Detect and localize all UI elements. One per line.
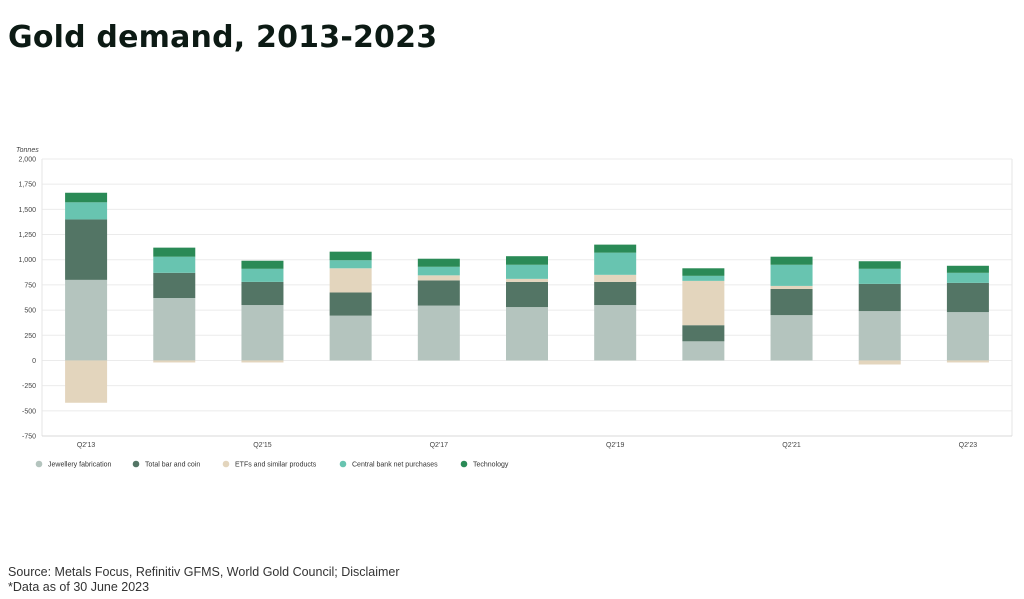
source-note: Source: Metals Focus, Refinitiv GFMS, Wo… [8, 565, 400, 595]
bar-segment-total-bar-and-coin [946, 282, 989, 313]
bar-segment-jewellery-fabrication [858, 311, 901, 361]
bars [65, 192, 989, 403]
bar-segment-etfs-and-similar-products [329, 268, 372, 293]
bar-segment-etfs-and-similar-products [946, 360, 989, 363]
y-tick-label: 750 [24, 282, 36, 289]
y-tick-label: -500 [22, 408, 36, 415]
legend-label: Technology [473, 462, 509, 469]
x-tick-label: Q2'17 [430, 442, 449, 449]
y-tick-label: -750 [22, 434, 36, 441]
legend: Jewellery fabrication Total bar and coin E… [35, 460, 509, 469]
bar-segment-jewellery-fabrication [770, 315, 813, 361]
y-tick-label: 500 [24, 308, 36, 315]
legend-label: ETFs and similar products [235, 462, 317, 469]
bar-segment-central-bank-net-purchases [506, 264, 548, 279]
y-tick-label: 1,250 [18, 232, 36, 239]
bar-segment-central-bank-net-purchases [417, 266, 460, 276]
bar-segment-technology [682, 268, 725, 276]
bar-segment-etfs-and-similar-products [65, 360, 108, 403]
bar-segment-etfs-and-similar-products [241, 360, 284, 363]
bar-segment-jewellery-fabrication [506, 307, 548, 361]
legend-label: Total bar and coin [145, 462, 200, 469]
x-tick-label: Q2'15 [253, 442, 272, 449]
bar-segment-jewellery-fabrication [946, 312, 989, 361]
bar-segment-total-bar-and-coin [153, 272, 196, 299]
legend-swatch [35, 460, 43, 468]
bar-segment-etfs-and-similar-products [858, 360, 901, 365]
x-tick-label: Q2'13 [77, 442, 96, 449]
bar-segment-central-bank-net-purchases [858, 268, 901, 284]
bar-segment-etfs-and-similar-products [153, 360, 196, 363]
bar-segment-central-bank-net-purchases [329, 260, 372, 269]
legend-swatch [222, 460, 230, 468]
bar-segment-etfs-and-similar-products [506, 278, 548, 282]
bar-segment-jewellery-fabrication [329, 315, 372, 361]
bar-segment-technology [329, 251, 372, 261]
bar-segment-total-bar-and-coin [770, 288, 813, 316]
bar-segment-central-bank-net-purchases [241, 268, 284, 282]
y-tick-label: 1,000 [18, 257, 36, 264]
bar-segment-total-bar-and-coin [417, 280, 460, 306]
bar-segment-total-bar-and-coin [858, 283, 901, 312]
bar-segment-central-bank-net-purchases [594, 252, 637, 275]
axes: -750 -500 -250 0 250 500 750 1,000 1,250 1,500 1,7… [16, 147, 977, 449]
bar-segment-technology [770, 256, 813, 265]
bar-segment-technology [594, 244, 637, 253]
legend-label: Central bank net purchases [352, 462, 438, 469]
bar-segment-jewellery-fabrication [241, 305, 284, 361]
x-tick-label: Q2'21 [782, 442, 801, 449]
bar-segment-jewellery-fabrication [682, 341, 725, 361]
bar-segment-total-bar-and-coin [682, 325, 725, 342]
bar-segment-total-bar-and-coin [241, 281, 284, 306]
bar-segment-etfs-and-similar-products [417, 275, 460, 281]
y-unit-label: Tonnes [16, 147, 39, 154]
bar-segment-technology [946, 265, 989, 273]
bar-segment-jewellery-fabrication [417, 305, 460, 361]
bar-segment-technology [241, 260, 284, 269]
bar-segment-technology [153, 247, 196, 257]
x-tick-label: Q2'23 [959, 442, 978, 449]
bar-segment-etfs-and-similar-products [770, 285, 813, 289]
bar-segment-central-bank-net-purchases [682, 275, 725, 281]
bar-segment-technology [65, 192, 108, 203]
y-tick-label: 1,750 [18, 182, 36, 189]
y-tick-label: -250 [22, 383, 36, 390]
y-tick-label: 2,000 [18, 157, 36, 164]
bar-segment-etfs-and-similar-products [594, 274, 637, 282]
legend-swatch [460, 460, 468, 468]
bar-segment-total-bar-and-coin [506, 281, 548, 308]
bar-segment-technology [858, 261, 901, 269]
chart-title: Gold demand, 2013-2023 [8, 20, 438, 55]
bar-segment-jewellery-fabrication [65, 279, 108, 361]
bar-segment-central-bank-net-purchases [65, 202, 108, 220]
legend-swatch [132, 460, 140, 468]
bar-segment-jewellery-fabrication [594, 305, 637, 361]
x-tick-label: Q2'19 [606, 442, 625, 449]
bar-segment-central-bank-net-purchases [770, 264, 813, 286]
bar-segment-total-bar-and-coin [329, 292, 372, 316]
bar-segment-technology [506, 256, 548, 265]
bar-segment-etfs-and-similar-products [682, 280, 725, 326]
y-tick-label: 250 [24, 333, 36, 340]
source-text: Source: Metals Focus, Refinitiv GFMS, Wo… [8, 565, 400, 579]
y-tick-label: 1,500 [18, 207, 36, 214]
legend-label: Jewellery fabrication [48, 462, 112, 469]
bar-segment-central-bank-net-purchases [153, 256, 196, 273]
bar-segment-technology [417, 258, 460, 267]
legend-swatch [339, 460, 347, 468]
bar-segment-total-bar-and-coin [594, 281, 637, 306]
bar-segment-total-bar-and-coin [65, 219, 108, 280]
y-tick-label: 0 [32, 358, 36, 365]
bar-segment-jewellery-fabrication [153, 298, 196, 361]
data-date-note: *Data as of 30 June 2023 [8, 580, 150, 594]
gridlines [41, 158, 1013, 437]
bar-segment-central-bank-net-purchases [946, 272, 989, 283]
